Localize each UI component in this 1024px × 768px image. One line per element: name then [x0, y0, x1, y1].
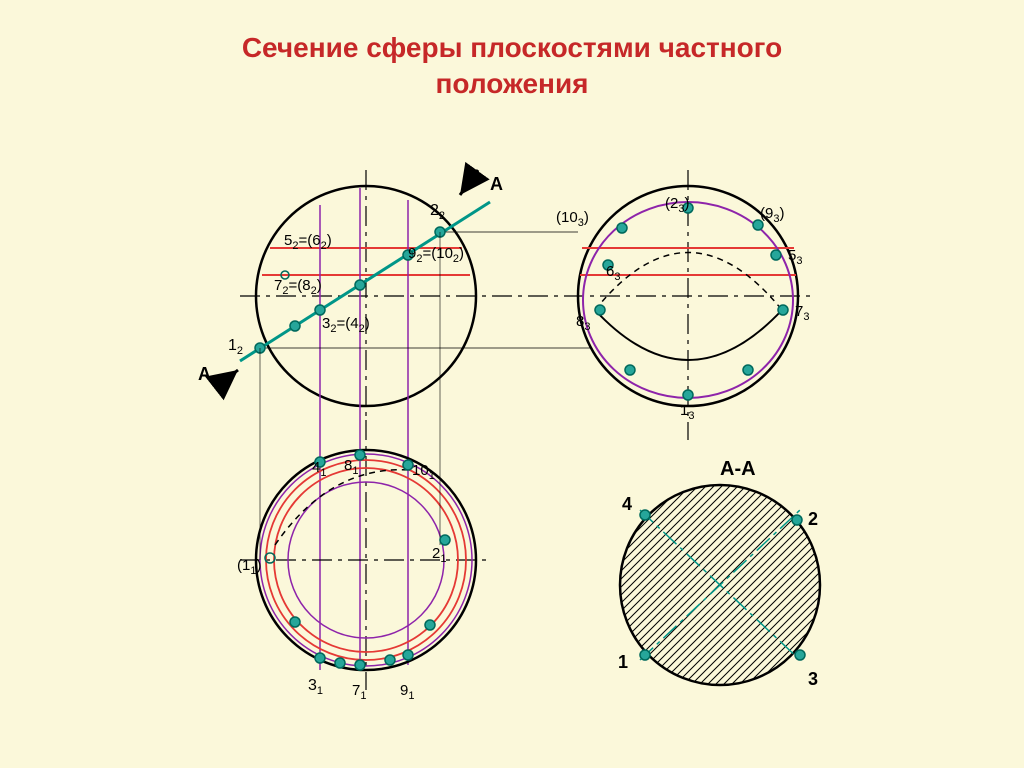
svg-text:12: 12	[228, 337, 243, 357]
svg-text:32=(42): 32=(42)	[322, 315, 370, 335]
svg-text:53: 53	[788, 247, 802, 267]
diagram-svg: A A A-A 12 22 32=(42) 52=(62) 72=(82) 92…	[0, 0, 1024, 768]
svg-text:63: 63	[606, 263, 620, 283]
svg-text:71: 71	[352, 682, 366, 702]
svg-text:72=(82): 72=(82)	[274, 277, 322, 297]
svg-text:73: 73	[795, 303, 809, 323]
svg-text:31: 31	[308, 677, 323, 697]
svg-text:21: 21	[432, 545, 446, 565]
svg-text:(93): (93)	[760, 205, 784, 225]
svg-text:22: 22	[430, 202, 445, 222]
svg-text:91: 91	[400, 682, 414, 702]
sec-label-4: 4	[622, 494, 632, 514]
top-view	[240, 232, 490, 690]
label-A-left: A	[198, 364, 211, 384]
label-A-top: A	[490, 174, 503, 194]
sec-label-3: 3	[808, 669, 818, 689]
sec-label-1: 1	[618, 652, 628, 672]
section-view	[620, 485, 820, 685]
label-AA: A-A	[720, 458, 756, 480]
sec-label-2: 2	[808, 509, 818, 529]
svg-text:(103): (103)	[556, 209, 589, 229]
